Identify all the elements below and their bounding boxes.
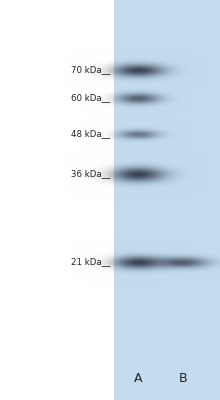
Text: B: B	[178, 372, 187, 384]
Text: 70 kDa__: 70 kDa__	[71, 66, 110, 74]
Text: 48 kDa__: 48 kDa__	[71, 130, 110, 138]
Text: 36 kDa__: 36 kDa__	[71, 170, 110, 178]
Text: A: A	[134, 372, 143, 384]
Text: 21 kDa__: 21 kDa__	[71, 258, 110, 266]
Text: 60 kDa__: 60 kDa__	[71, 94, 110, 102]
